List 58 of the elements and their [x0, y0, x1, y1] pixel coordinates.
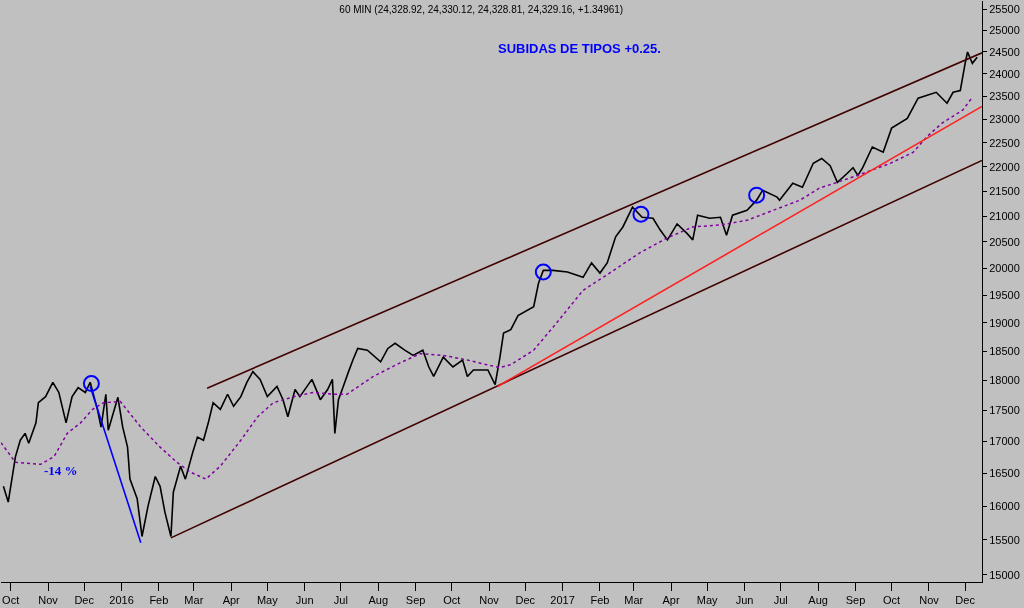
x-tick-label: Sep	[845, 594, 866, 607]
x-tick-label: Sep	[405, 594, 426, 607]
y-tick-label: 20500	[989, 235, 1020, 248]
line-series	[2, 51, 978, 538]
x-tick-label: Dec	[515, 594, 536, 607]
x-tick-label: Aug	[808, 594, 828, 607]
x-tick-label: 2016	[109, 594, 134, 607]
y-tick-label: 23500	[989, 90, 1020, 103]
x-tick-label: Nov	[919, 594, 940, 607]
x-tick-label: Jun	[295, 594, 314, 607]
x-tick-label: Jul	[333, 594, 348, 607]
y-tick-label: 15000	[989, 568, 1020, 581]
y-tick-label: 18500	[989, 345, 1020, 358]
annotation: -14 %	[44, 463, 78, 478]
point	[82, 375, 100, 393]
y-tick-label: 23000	[989, 113, 1020, 126]
x-tick-label: Nov	[479, 594, 500, 607]
x-tick-label: Mar	[624, 594, 644, 607]
x-tick-label: Apr	[662, 594, 680, 607]
y-tick-label: 22500	[989, 136, 1020, 149]
x-tick-label: Dec	[955, 594, 976, 607]
annotation: SUBIDAS DE TIPOS +0.25.	[498, 41, 661, 56]
y-tick-label: 17000	[989, 435, 1020, 448]
y-tick-label: 19000	[989, 316, 1020, 329]
x-tick-label: Jul	[773, 594, 788, 607]
x-tick-label: Oct	[883, 594, 901, 607]
y-tick-label: 24000	[989, 67, 1020, 80]
y-tick-label: 17500	[989, 404, 1020, 417]
y-tick-label: 18000	[989, 374, 1020, 387]
x-tick-label: 2017	[550, 594, 575, 607]
x-tick-label: Dec	[74, 594, 95, 607]
x-tick-label: Mar	[184, 594, 204, 607]
x-tick-label: Oct	[2, 594, 20, 607]
point	[534, 263, 552, 281]
y-tick-label: 16000	[989, 499, 1020, 512]
y-tick-label: 15500	[989, 533, 1020, 546]
y-tick-label: 21500	[989, 185, 1020, 198]
x-tick-label: Feb	[590, 594, 610, 607]
y-tick-label: 25500	[989, 3, 1020, 16]
x-tick-label: Aug	[368, 594, 388, 607]
x-tick-label: Jun	[735, 594, 754, 607]
x-tick-label: May	[256, 594, 279, 607]
x-tick-label: Nov	[38, 594, 59, 607]
x-tick-label: Oct	[443, 594, 461, 607]
y-tick-label: 16500	[989, 467, 1020, 480]
y-tick-label: 22000	[989, 160, 1020, 173]
y-tick-label: 19500	[989, 289, 1020, 302]
y-tick-label: 21000	[989, 210, 1020, 223]
y-tick-label: 24500	[989, 45, 1020, 58]
x-tick-label: Apr	[222, 594, 241, 607]
line-series	[1, 96, 974, 480]
point	[748, 186, 766, 204]
chart-title: 60 MIN (24,328.92, 24,330.12, 24,328.81, 24,329.16, +1.34961)	[339, 4, 624, 16]
y-tick-label: 20000	[989, 262, 1020, 275]
x-tick-label: Feb	[149, 594, 169, 607]
point	[632, 205, 650, 223]
y-tick-label: 25000	[989, 24, 1020, 37]
x-tick-label: May	[696, 594, 719, 607]
